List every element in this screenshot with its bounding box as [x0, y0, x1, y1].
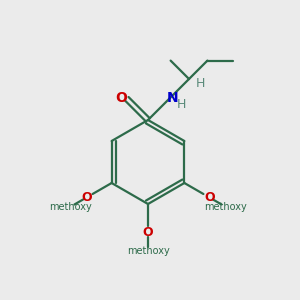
- Text: N: N: [167, 91, 178, 105]
- Text: O: O: [81, 191, 92, 204]
- Text: methoxy: methoxy: [50, 202, 92, 212]
- Text: O: O: [204, 191, 215, 204]
- Text: O: O: [143, 226, 153, 239]
- Text: O: O: [115, 91, 127, 105]
- Text: H: H: [195, 77, 205, 91]
- Text: methoxy: methoxy: [127, 246, 170, 256]
- Text: methoxy: methoxy: [204, 202, 247, 212]
- Text: H: H: [176, 98, 186, 111]
